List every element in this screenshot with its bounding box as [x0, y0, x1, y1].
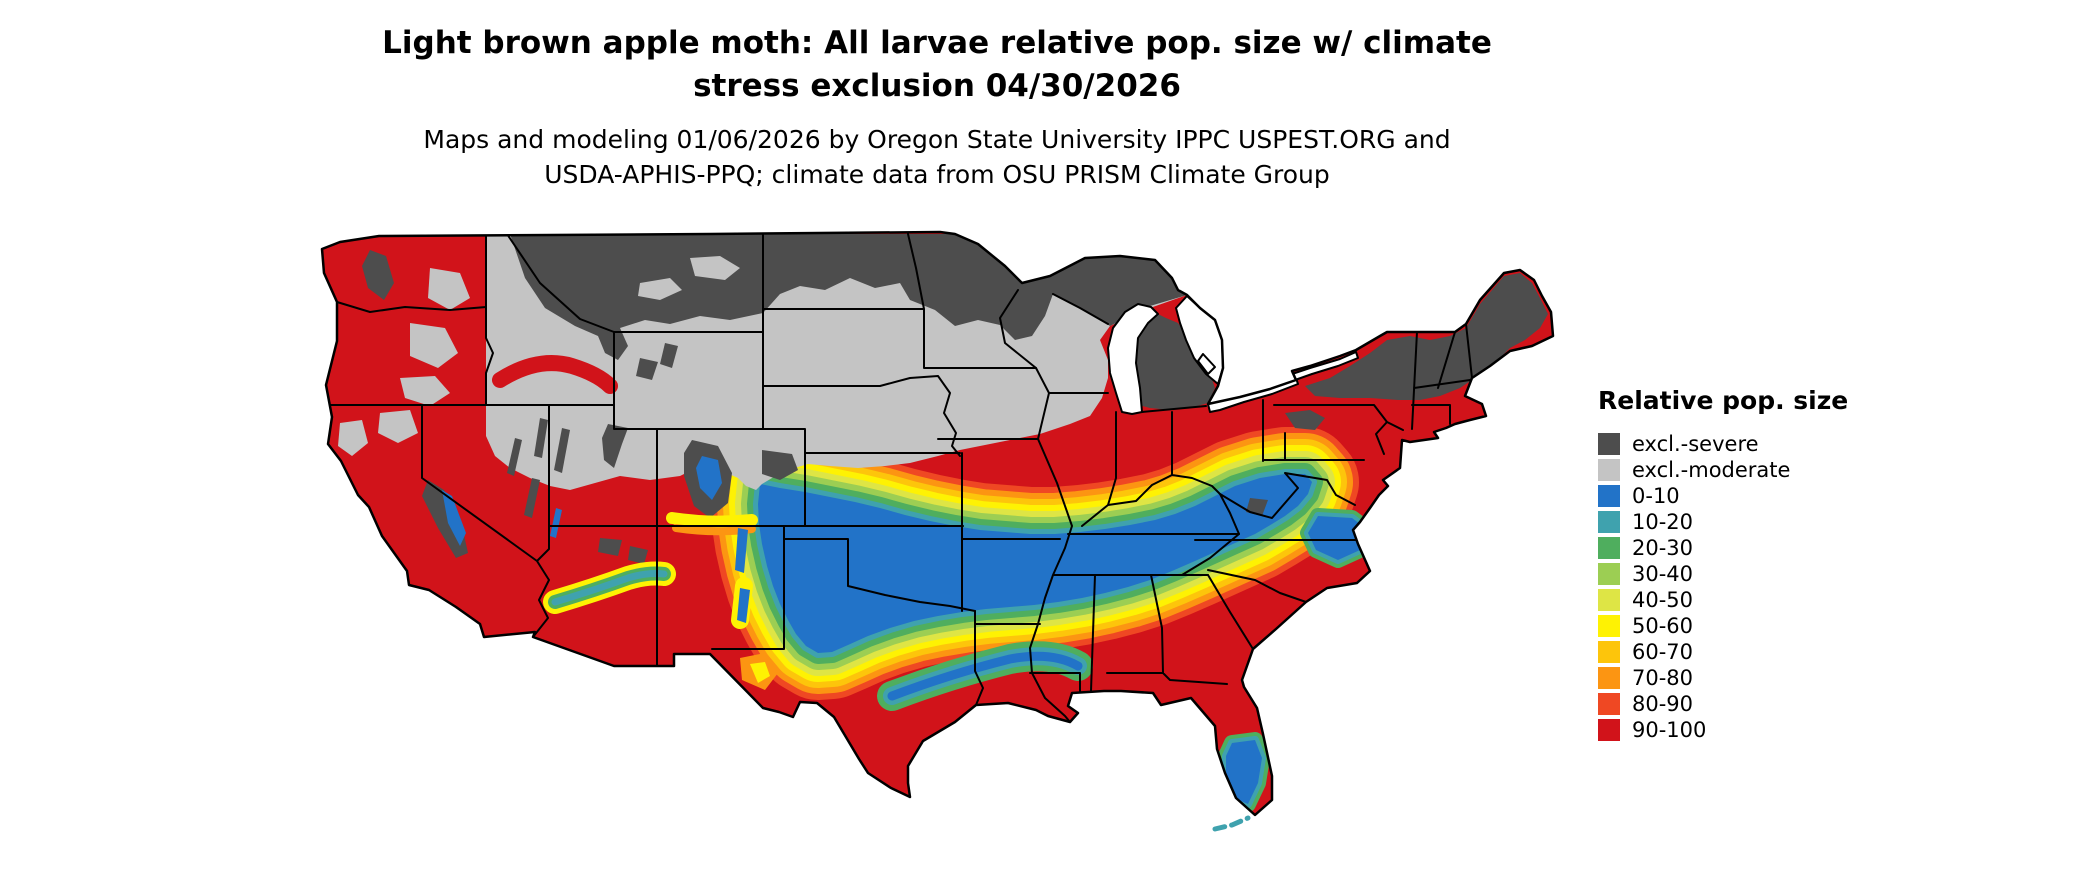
legend-item: 50-60 [1598, 613, 1848, 638]
legend-label: 80-90 [1632, 691, 1694, 716]
map-raster [322, 232, 1553, 815]
legend-swatch [1598, 640, 1620, 663]
legend-label: 60-70 [1632, 639, 1694, 664]
legend-swatch [1598, 536, 1620, 559]
legend-label: 10-20 [1632, 509, 1694, 534]
terrain-mottle [338, 250, 1325, 690]
legend-label: 0-10 [1632, 483, 1680, 508]
legend-swatch [1598, 562, 1620, 585]
state-borders-east [1207, 323, 1473, 650]
map-container [310, 228, 1560, 890]
legend-label: 30-40 [1632, 561, 1694, 586]
legend-swatch [1598, 588, 1620, 611]
legend-label: 90-100 [1632, 717, 1707, 742]
legend-item: 60-70 [1598, 639, 1848, 664]
legend-swatch [1598, 718, 1620, 741]
legend-item: 10-20 [1598, 509, 1848, 534]
legend-item: excl.-moderate [1598, 457, 1848, 482]
title-line-2: stress exclusion 04/30/2026 [693, 68, 1181, 104]
legend-item: 0-10 [1598, 483, 1848, 508]
us-map [320, 230, 1555, 832]
legend-swatch [1598, 458, 1620, 481]
legend-label: excl.-severe [1632, 431, 1759, 456]
severe-exclusion-region [510, 234, 1187, 360]
legend-items: excl.-severe excl.-moderate 0-10 10-20 20-30… [1598, 431, 1848, 742]
state-borders-central [937, 289, 1363, 723]
legend-item: 90-100 [1598, 717, 1848, 742]
legend-swatch [1598, 432, 1620, 455]
legend-label: 50-60 [1632, 613, 1694, 638]
title-line-1: Light brown apple moth: All larvae relat… [382, 25, 1492, 61]
legend-title: Relative pop. size [1598, 386, 1849, 415]
subtitle-line-2: USDA-APHIS-PPQ; climate data from OSU PR… [544, 160, 1330, 189]
legend: Relative pop. size excl.-severe excl.-mod… [1598, 386, 1848, 743]
saginaw-bay [1197, 353, 1216, 375]
legend-swatch [1598, 510, 1620, 533]
population-gradient-band [758, 474, 1368, 804]
michigan-severe-region [1120, 314, 1215, 410]
florida-keys [1212, 815, 1251, 832]
page-title: Light brown apple moth: All larvae relat… [0, 22, 1874, 108]
state-borders [325, 233, 1473, 723]
legend-item: 40-50 [1598, 587, 1848, 612]
page-subtitle: Maps and modeling 01/06/2026 by Oregon S… [0, 122, 1874, 192]
legend-swatch [1598, 692, 1620, 715]
legend-item: excl.-severe [1598, 431, 1848, 456]
legend-label: excl.-moderate [1632, 457, 1791, 482]
legend-item: 80-90 [1598, 691, 1848, 716]
legend-swatch [1598, 484, 1620, 507]
legend-swatch [1598, 666, 1620, 689]
lake-michigan [1107, 303, 1159, 415]
legend-label: 70-80 [1632, 665, 1694, 690]
lake-ontario [1291, 351, 1359, 381]
legend-item: 20-30 [1598, 535, 1848, 560]
legend-item: 70-80 [1598, 665, 1848, 690]
subtitle-line-1: Maps and modeling 01/06/2026 by Oregon S… [423, 125, 1451, 154]
legend-label: 40-50 [1632, 587, 1694, 612]
legend-swatch [1598, 614, 1620, 637]
state-borders-west [325, 233, 1037, 667]
legend-label: 20-30 [1632, 535, 1694, 560]
legend-item: 30-40 [1598, 561, 1848, 586]
